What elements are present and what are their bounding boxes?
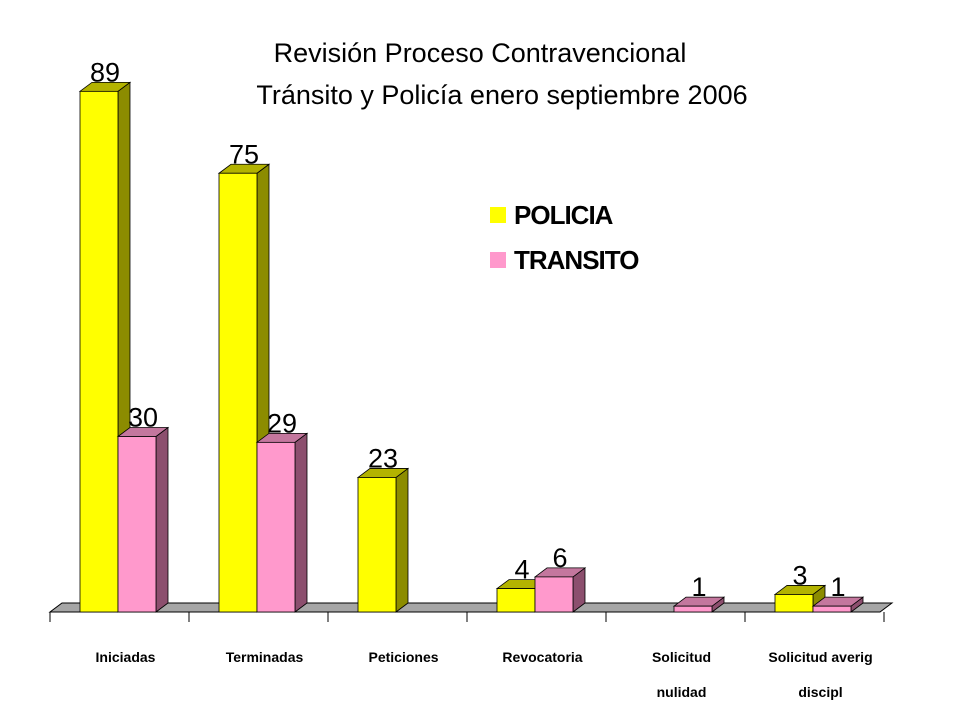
x-tick-label: nulidad — [657, 684, 707, 700]
data-label-transito: 6 — [552, 543, 567, 573]
bar-transito — [812, 605, 852, 613]
data-label-policia: 4 — [514, 555, 529, 585]
data-label-policia: 3 — [792, 560, 807, 590]
x-tick-label: Solicitud averig — [768, 649, 872, 665]
bar-side-transito — [155, 426, 169, 613]
data-label-policia: 75 — [229, 139, 259, 169]
legend-label-policia: POLICIA — [514, 200, 614, 230]
data-label-transito: 1 — [830, 572, 845, 602]
x-tick-label: Peticiones — [368, 649, 438, 665]
bar-transito — [117, 436, 157, 613]
x-tick-label: Iniciadas — [96, 649, 156, 665]
bar-policia — [79, 90, 119, 613]
bar-policia — [496, 588, 536, 613]
bar-transito — [256, 441, 296, 613]
legend-label-transito: TRANSITO — [514, 245, 639, 275]
bar-side-policia — [395, 467, 409, 613]
bar-side-transito — [294, 432, 308, 613]
x-tick-label: discipl — [798, 684, 842, 700]
bar-transito — [673, 605, 713, 613]
data-label-transito: 29 — [267, 408, 297, 438]
chart-floor — [48, 602, 894, 613]
data-label-policia: 89 — [90, 57, 120, 87]
bar-policia — [218, 172, 258, 613]
bar-policia — [357, 477, 397, 613]
legend-swatch-policia — [490, 207, 506, 223]
x-tick-label: Revocatoria — [502, 649, 582, 665]
data-label-transito: 30 — [128, 403, 158, 433]
x-tick-label: Solicitud — [652, 649, 711, 665]
bar-transito — [534, 576, 574, 613]
bar-policia — [774, 594, 814, 613]
data-label-policia: 23 — [368, 443, 398, 473]
chart-title-line-1: Revisión Proceso Contravencional — [273, 38, 687, 68]
chart-title-line-2: Tránsito y Policía enero septiembre 2006 — [256, 80, 748, 110]
legend-swatch-transito — [490, 252, 506, 268]
data-label-transito: 1 — [691, 572, 706, 602]
x-tick-label: Terminadas — [226, 649, 304, 665]
